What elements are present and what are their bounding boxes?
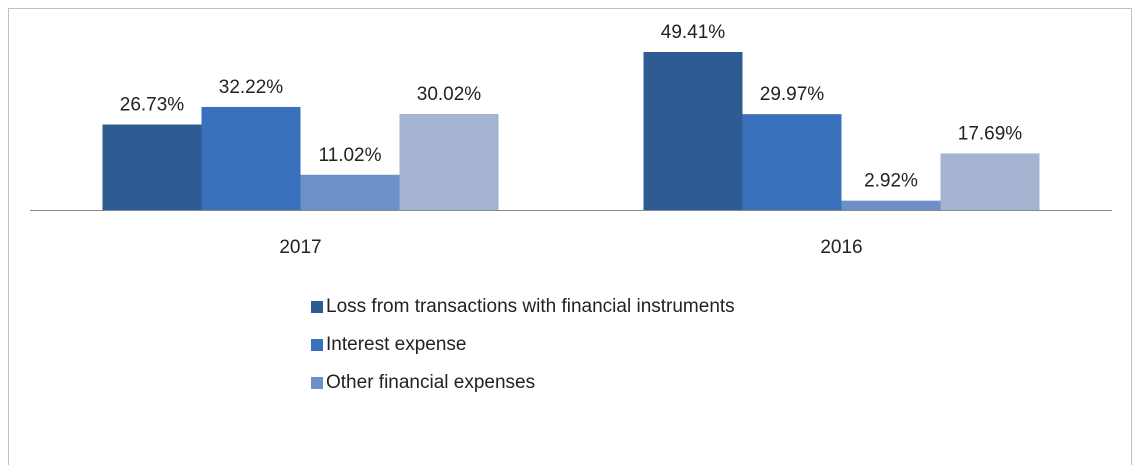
bar xyxy=(300,174,400,210)
x-tick-label: 2016 xyxy=(820,237,862,258)
chart-frame xyxy=(8,8,1132,465)
bar xyxy=(940,153,1040,210)
bar xyxy=(399,114,499,210)
data-label: 11.02% xyxy=(318,145,381,166)
data-label: 17.69% xyxy=(958,123,1023,144)
bar xyxy=(742,114,842,210)
data-label: 49.41% xyxy=(661,22,726,43)
x-tick-label: 2017 xyxy=(279,237,321,258)
bar xyxy=(643,52,743,210)
legend-label: Other financial expenses xyxy=(326,372,535,393)
bar xyxy=(102,124,202,210)
bar xyxy=(841,200,941,210)
bar xyxy=(201,106,301,210)
data-label: 29.97% xyxy=(760,84,825,105)
legend-label: Interest expense xyxy=(326,334,466,355)
data-label: 32.22% xyxy=(219,77,284,98)
legend-swatch xyxy=(311,339,323,351)
legend-label: Loss from transactions with financial in… xyxy=(326,296,735,317)
data-label: 26.73% xyxy=(120,95,185,116)
data-label: 2.92% xyxy=(864,171,918,192)
legend-swatch xyxy=(311,301,323,313)
data-label: 30.02% xyxy=(417,84,482,105)
legend-swatch xyxy=(311,377,323,389)
